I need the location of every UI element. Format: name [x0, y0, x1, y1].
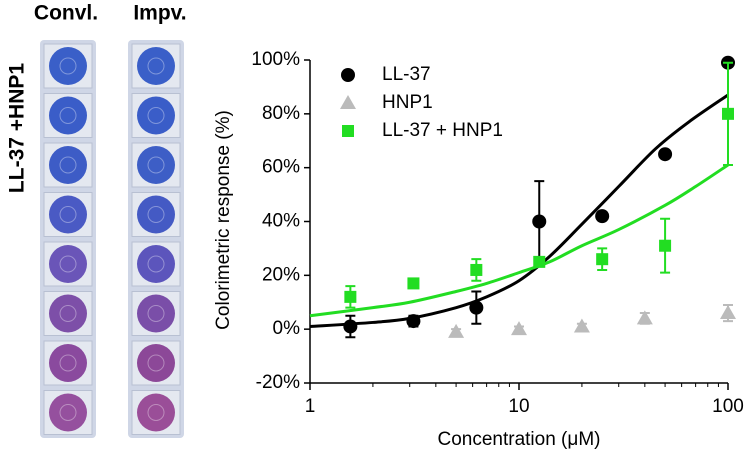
x-tick-label: 100	[712, 396, 744, 417]
well-photo	[40, 40, 184, 438]
well	[137, 344, 175, 382]
well-rim	[147, 354, 165, 372]
well	[49, 344, 87, 382]
point	[344, 290, 357, 303]
well	[137, 294, 175, 333]
y-tick-label: 80%	[262, 103, 300, 124]
well-rim	[59, 57, 77, 75]
well-rim	[59, 305, 77, 322]
point	[722, 107, 734, 120]
x-axis-label: Concentration (μM)	[437, 429, 600, 450]
well-rim	[147, 57, 165, 75]
well-rim	[147, 107, 165, 124]
legend-label: LL-37 + HNP1	[382, 120, 503, 141]
point	[406, 314, 421, 329]
well	[49, 96, 87, 135]
legend-marker	[342, 125, 354, 137]
legend-label: HNP1	[382, 92, 433, 113]
point	[595, 209, 610, 224]
y-tick-label: 60%	[262, 157, 300, 178]
x-tick-label: 1	[305, 396, 316, 417]
well-rim	[147, 206, 165, 223]
well-rim	[147, 404, 165, 421]
legend-marker	[340, 95, 356, 109]
y-axis-label: Colorimetric response (%)	[213, 110, 234, 330]
point	[448, 323, 465, 338]
fit-curve	[309, 93, 729, 328]
well	[49, 393, 87, 432]
well-rim	[59, 255, 77, 273]
legend-marker	[341, 68, 355, 82]
point	[532, 214, 547, 229]
well	[137, 245, 175, 283]
well	[49, 195, 87, 234]
well-strip	[128, 40, 184, 438]
panel-label: Impv.	[133, 2, 186, 25]
well-strip	[40, 40, 96, 438]
y-tick-label: 100%	[251, 49, 300, 70]
well	[137, 47, 175, 85]
well	[49, 47, 87, 85]
well	[49, 294, 87, 333]
well-rim	[59, 156, 77, 174]
well-rim	[147, 255, 165, 273]
well	[49, 146, 87, 184]
y-tick-label: 40%	[262, 211, 300, 232]
well-rim	[147, 156, 165, 174]
point	[533, 255, 546, 268]
point	[469, 300, 484, 315]
side-label: LL-37 +HNP1	[6, 63, 29, 193]
well-rim	[147, 305, 165, 322]
well	[137, 146, 175, 184]
y-tick-label: 0%	[273, 318, 301, 339]
well-rim	[59, 107, 77, 124]
point	[511, 321, 527, 336]
well	[137, 96, 175, 135]
y-tick-label: 20%	[262, 264, 300, 285]
well	[137, 195, 175, 234]
well	[137, 393, 175, 432]
well	[49, 245, 87, 283]
x-tick-label: 10	[508, 396, 529, 417]
well-rim	[59, 206, 77, 223]
point	[596, 253, 609, 266]
legend-label: LL-37	[382, 64, 431, 85]
well-rim	[59, 404, 77, 421]
y-tick-label: -20%	[256, 372, 300, 393]
well-rim	[59, 354, 77, 372]
point	[720, 305, 736, 320]
point	[343, 319, 358, 334]
point	[636, 310, 653, 325]
panel-label: Convl.	[34, 2, 98, 25]
point	[573, 318, 590, 333]
point	[407, 277, 420, 290]
point	[470, 263, 483, 276]
point	[659, 239, 672, 252]
point	[658, 147, 673, 162]
